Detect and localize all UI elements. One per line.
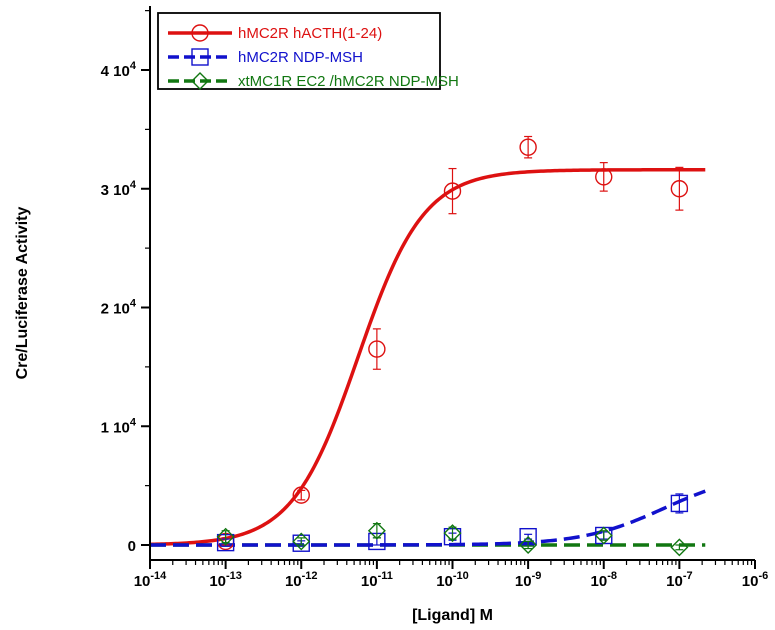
legend-square-marker [191, 48, 209, 66]
diamond-marker [670, 538, 689, 557]
data-point-series-3 [367, 521, 386, 540]
x-tick-label: 10-13 [209, 570, 242, 590]
diamond-marker [519, 536, 538, 554]
y-tick-label: 2 104 [101, 298, 137, 318]
diamond-marker [292, 532, 311, 551]
x-axis-title: [Ligand] M [412, 607, 493, 624]
x-tick-label: 10-9 [515, 570, 541, 590]
data-point-series-3 [216, 527, 235, 546]
y-tick-label: 3 104 [101, 179, 137, 199]
x-tick-label: 10-11 [361, 570, 393, 590]
x-tick-label: 10-12 [285, 570, 318, 590]
x-axis: 10-14 10-13 10-12 10-11 10-10 10-9 10-8 10-7 10-… [134, 559, 768, 590]
data-point-series-3 [443, 524, 462, 543]
diamond-marker [367, 521, 386, 540]
y-tick-label: 1 104 [101, 416, 137, 436]
square-marker [670, 494, 689, 513]
legend-diamond-marker [191, 72, 209, 90]
circle-marker [292, 486, 310, 504]
y-tick-label: 4 104 [101, 60, 137, 80]
data-point-series-1 [368, 328, 386, 370]
circle-marker [443, 182, 462, 200]
legend-label-series-2: hMC2R NDP-MSH [238, 49, 363, 66]
diamond-marker [594, 526, 613, 545]
legend-box [157, 12, 441, 90]
y-axis-title: Cre/Luciferase Activity [14, 206, 31, 379]
data-point-series-1 [670, 166, 689, 211]
data-point-series-3 [670, 538, 689, 557]
data-point-series-3 [292, 532, 311, 551]
circle-marker [670, 180, 689, 198]
x-tick-label: 10-10 [436, 570, 469, 590]
data-point-series-1 [443, 167, 462, 215]
plot-area [149, 135, 706, 557]
data-point-series-3 [519, 536, 538, 554]
circle-marker [368, 340, 386, 358]
fit-curve-series-1 [149, 168, 706, 547]
legend-label-series-3: xtMC1R EC2 /hMC2R NDP-MSH [238, 73, 459, 90]
diamond-marker [443, 524, 462, 543]
x-tick-label: 10-7 [666, 570, 692, 590]
x-tick-label: 10-14 [134, 570, 167, 590]
data-point-series-3 [594, 526, 613, 545]
data-point-series-1 [519, 135, 537, 159]
y-tick-label: 0 [128, 538, 136, 555]
legend: hMC2R hACTH(1-24) hMC2R NDP-MSH xtMC1R EC2… [157, 12, 459, 90]
y-axis: 0 1 104 2 104 3 104 4 104 [101, 6, 151, 560]
diamond-marker [216, 527, 235, 546]
data-point-series-1 [292, 486, 310, 504]
data-point-series-1 [595, 162, 613, 192]
x-tick-label: 10-6 [742, 570, 768, 590]
legend-label-series-1: hMC2R hACTH(1-24) [238, 25, 382, 42]
legend-circle-marker [191, 24, 209, 42]
circle-marker [595, 168, 613, 186]
fit-curve-series-2 [150, 489, 706, 547]
data-point-series-2 [670, 493, 689, 514]
x-tick-label: 10-8 [591, 570, 617, 590]
square-marker [292, 534, 310, 552]
circle-marker [519, 138, 537, 156]
